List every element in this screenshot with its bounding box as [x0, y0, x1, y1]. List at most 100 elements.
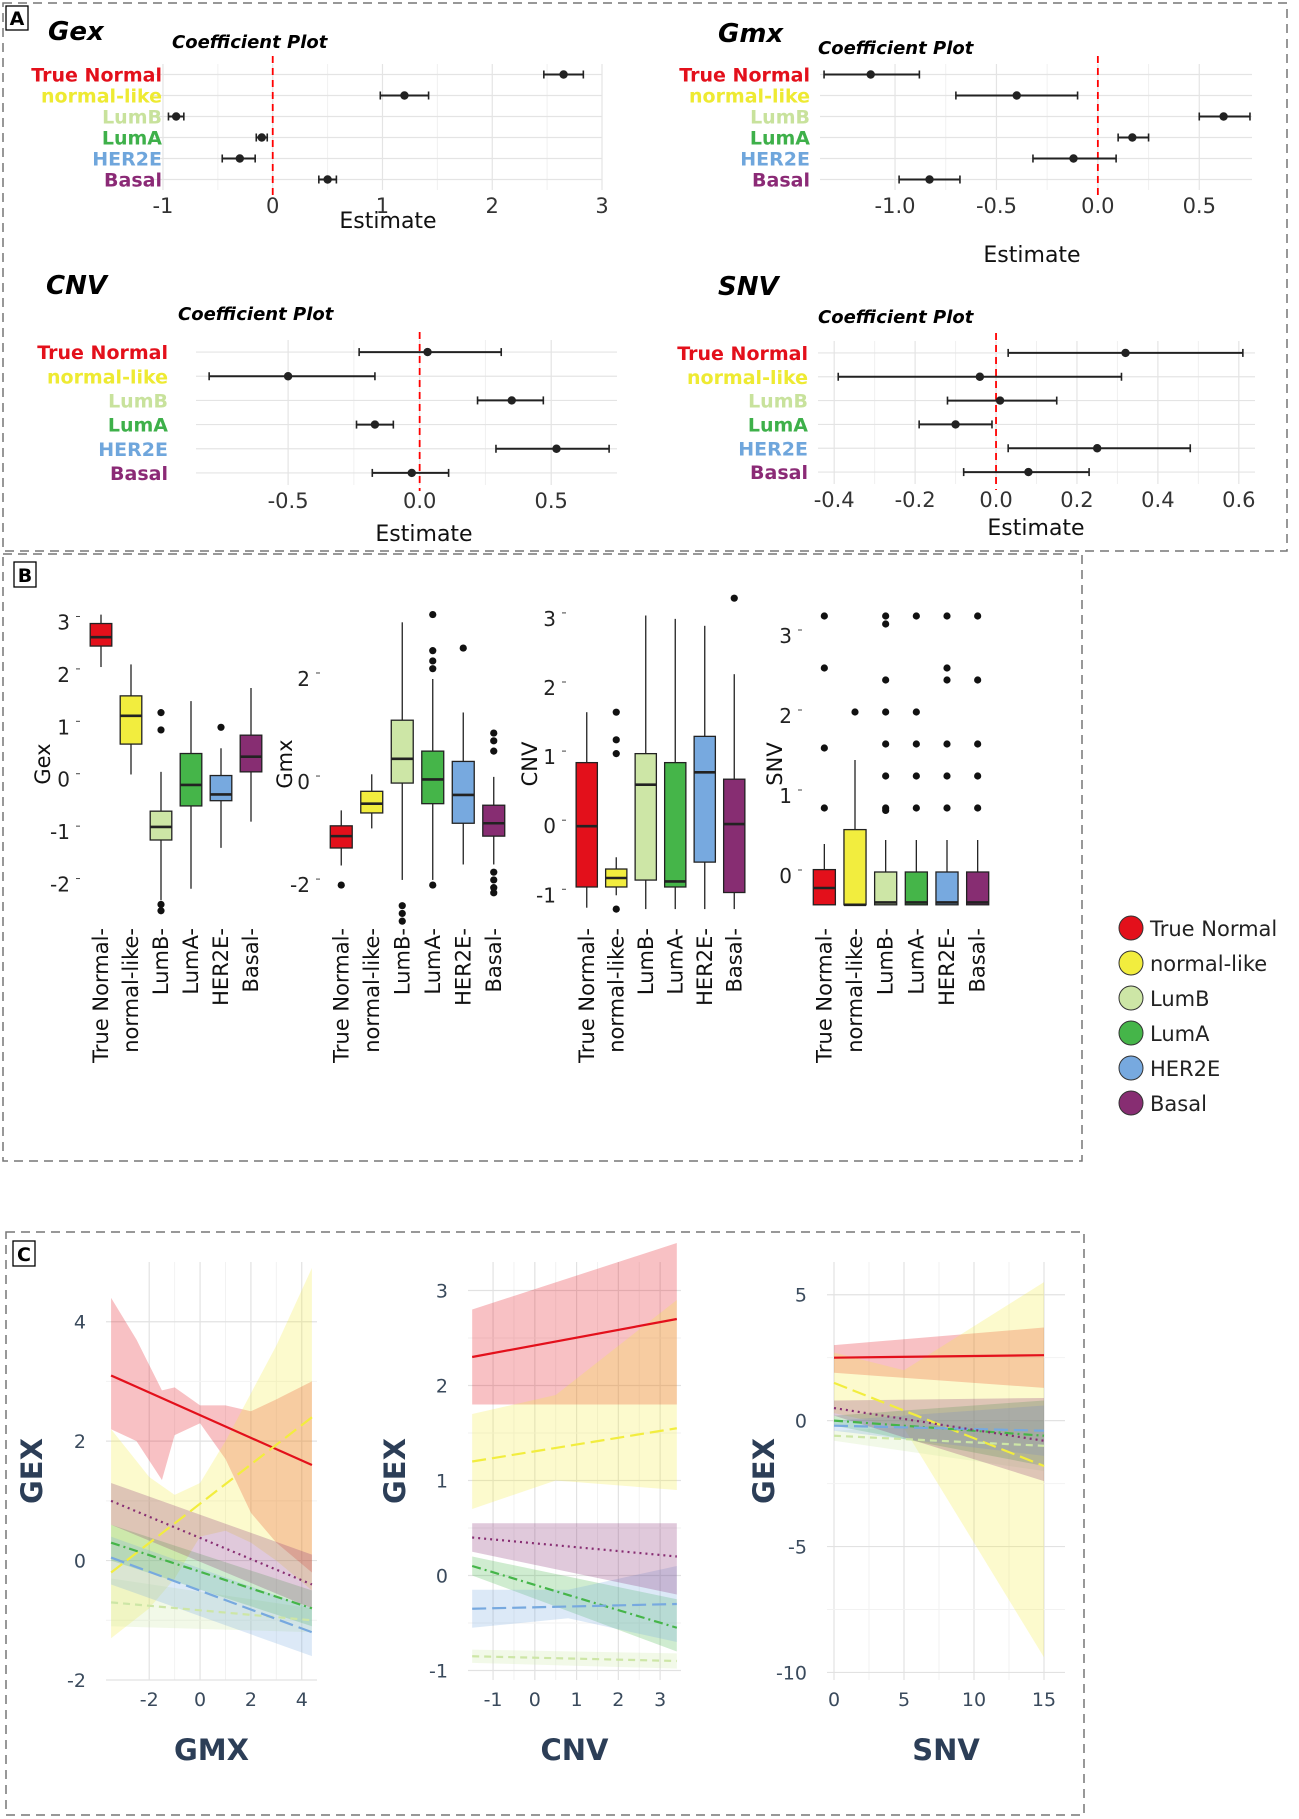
- box-body: [693, 735, 717, 863]
- plot-subtitle: Coefficient Plot: [172, 32, 329, 53]
- estimate-point-normal-like: [400, 91, 409, 100]
- x-tick-label: HER2E-: [935, 928, 959, 1006]
- estimate-point-true-normal: [866, 70, 875, 79]
- x-tick-label: 0.5: [535, 489, 568, 513]
- x-tick-label: 3: [595, 194, 608, 218]
- box-true-normal: [812, 612, 837, 906]
- outlier-point: [974, 676, 982, 684]
- plot-subtitle: Coefficient Plot: [178, 304, 335, 325]
- legend-label: Basal: [1150, 1092, 1207, 1116]
- y-axis-label: GEX: [747, 1438, 781, 1504]
- outlier-point: [459, 644, 467, 652]
- outlier-point: [974, 740, 982, 748]
- estimate-point-true-normal: [423, 347, 432, 357]
- estimate-point-basal: [925, 175, 934, 184]
- coef-plot-snv: True Normalnormal-likeLumBLumAHER2EBasal…: [677, 272, 1255, 541]
- confidence-band-luma: [111, 1524, 312, 1627]
- legend-swatch: [1118, 950, 1144, 976]
- x-tick-label: Basal-: [966, 928, 990, 993]
- x-axis-label: SNV: [912, 1733, 980, 1767]
- fit-line-basal: [110, 1499, 313, 1586]
- outlier-point: [912, 612, 920, 620]
- category-label: LumB: [102, 107, 162, 129]
- category-label: normal-like: [41, 86, 162, 108]
- estimate-point-lumb: [507, 396, 516, 405]
- fit-line-basal: [472, 1536, 677, 1558]
- category-label: Basal: [110, 463, 168, 485]
- legend-swatch: [1118, 915, 1144, 941]
- box-plot-gex: -2 -1 0 1 2 3 Gex True Normal-normal-like- LumB-…: [31, 610, 263, 1063]
- x-tick-label: Basal-: [482, 928, 506, 993]
- box-body: [119, 695, 143, 745]
- box-her2e: [209, 723, 233, 848]
- y-tick-label: 1: [779, 784, 792, 808]
- x-tick-label: 1: [571, 1689, 583, 1711]
- outlier-point: [490, 884, 498, 892]
- fit-line-luma: [471, 1564, 678, 1629]
- box-body: [663, 761, 687, 888]
- y-tick-label: 3: [436, 1281, 448, 1303]
- y-axis-label: CNV: [518, 741, 542, 786]
- category-label: LumB: [108, 390, 168, 412]
- y-tick-label: -1: [429, 1661, 448, 1683]
- estimate-point-her2e: [552, 444, 561, 453]
- legend-swatch: [1118, 1055, 1144, 1081]
- outlier-point: [882, 708, 890, 716]
- box-body: [873, 871, 898, 906]
- category-label: Basal: [104, 170, 162, 192]
- legend-item-normal-like: normal-like: [1118, 950, 1267, 976]
- category-label: normal-like: [689, 86, 810, 108]
- estimate-point-luma: [1128, 133, 1137, 142]
- legend-label: LumA: [1150, 1022, 1210, 1046]
- outlier-point: [429, 610, 437, 619]
- y-tick-label: 0: [297, 770, 310, 794]
- legend-item-true-normal: True Normal: [1118, 915, 1277, 941]
- outlier-point: [157, 709, 165, 717]
- outlier-point: [612, 750, 620, 758]
- outlier-point: [851, 708, 859, 716]
- legend-item-basal: Basal: [1118, 1090, 1207, 1116]
- box-her2e: [451, 644, 475, 865]
- outlier-point: [217, 723, 225, 731]
- category-label: LumA: [102, 128, 162, 150]
- estimate-point-lumb: [995, 396, 1005, 405]
- x-tick-label: 0: [266, 194, 279, 218]
- y-axis-label: SNV: [763, 742, 787, 786]
- box-true-normal: [329, 810, 353, 889]
- box-body: [209, 774, 233, 802]
- outlier-point: [490, 868, 498, 876]
- x-tick-label: -1.0: [875, 194, 916, 218]
- x-tick-label: 2: [245, 1689, 257, 1711]
- outlier-point: [490, 889, 498, 897]
- confidence-band-luma: [472, 1556, 677, 1652]
- box-body: [722, 778, 746, 894]
- panel-c-frame: [5, 1231, 1085, 1816]
- x-tick-label: LumA-: [904, 928, 928, 995]
- box-true-normal: [89, 614, 113, 668]
- panel-c-label: C: [12, 1240, 36, 1267]
- x-tick-label: True Normal-: [575, 928, 599, 1064]
- y-tick-label: 2: [297, 667, 310, 691]
- category-label: Basal: [752, 170, 810, 192]
- box-body: [935, 871, 959, 906]
- box-body: [843, 828, 867, 906]
- box-lumb: [149, 709, 173, 915]
- fit-line-her2e: [110, 1556, 313, 1634]
- y-tick-label: 0: [57, 768, 70, 792]
- category-label: HER2E: [92, 149, 162, 171]
- confidence-band-normal-like: [834, 1282, 1044, 1658]
- x-tick-label: 0.0: [979, 488, 1012, 512]
- outlier-point: [882, 772, 890, 780]
- plot-title: SNV: [718, 272, 780, 302]
- estimate-point-normal-like: [975, 372, 985, 381]
- x-tick-label: 0: [529, 1689, 541, 1711]
- box-body: [482, 804, 506, 837]
- panel-a-label: A: [5, 5, 29, 31]
- confidence-band-lumb: [834, 1420, 1044, 1471]
- confidence-band-lumb: [111, 1578, 312, 1633]
- outlier-point: [612, 736, 620, 744]
- x-tick-label: Basal-: [722, 928, 746, 993]
- x-tick-label: 15: [1032, 1689, 1056, 1711]
